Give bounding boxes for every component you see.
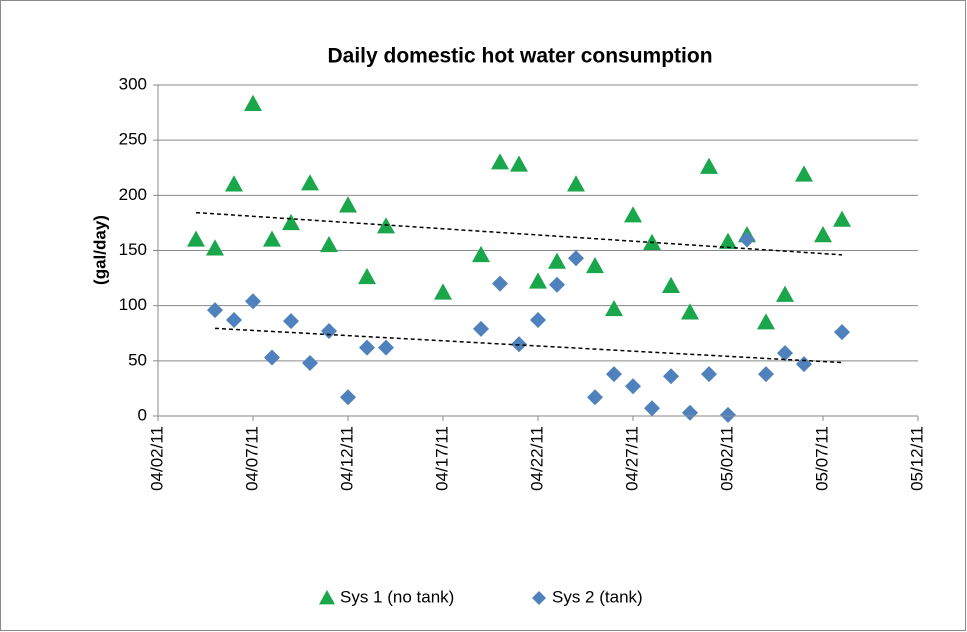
point [245,293,261,310]
point [358,267,376,285]
point [701,366,717,383]
y-tick-label: 150 [119,240,147,259]
point [568,250,584,267]
x-tick-label: 05/12/11 [907,426,926,491]
point [796,356,812,373]
point [206,239,224,256]
point [473,320,489,337]
point [587,389,603,406]
x-tick-label: 04/07/11 [242,426,261,491]
chart-title: Daily domestic hot water consumption [327,45,712,68]
point [225,175,243,192]
x-tick-label: 05/02/11 [717,426,736,491]
point [226,312,242,329]
point [720,406,736,423]
point [606,366,622,383]
point [339,196,357,213]
point [833,210,851,227]
point [301,174,319,191]
x-tick-label: 04/22/11 [527,426,546,491]
x-tick-label: 04/02/11 [147,426,166,491]
point [283,313,299,330]
point [263,230,281,247]
x-tick-label: 04/27/11 [622,426,641,491]
x-tick-label: 04/12/11 [337,426,356,491]
trendline [195,211,843,256]
legend-label: Sys 2 (tank) [552,587,643,606]
point [757,313,775,330]
point [814,226,832,243]
point [472,245,490,263]
point [682,404,698,421]
point [434,283,452,300]
point [492,275,508,292]
y-axis-label: (gal/day) [90,215,109,285]
point [244,94,262,111]
point [207,302,223,319]
point [624,206,642,223]
point [187,230,205,247]
point [302,355,318,372]
point [378,339,394,356]
point [644,400,660,417]
point [605,299,623,317]
point [510,155,528,172]
point [662,276,680,294]
point [321,323,337,340]
point [777,345,793,362]
legend-marker [319,590,335,605]
point [739,231,755,248]
point [700,157,718,174]
y-tick-label: 100 [119,295,147,314]
point [586,256,604,274]
y-tick-label: 50 [128,350,147,369]
point [834,324,850,341]
point [340,389,356,406]
legend-label: Sys 1 (no tank) [340,587,454,606]
point [758,366,774,383]
point [491,153,509,170]
point [548,252,566,269]
point [795,165,813,182]
point [663,368,679,385]
point [264,349,280,366]
x-tick-label: 05/07/11 [812,426,831,491]
point [719,232,737,249]
point [529,272,547,289]
point [282,213,300,231]
legend-marker [532,591,546,605]
point [320,235,338,253]
y-tick-label: 0 [138,405,147,424]
x-tick-label: 04/17/11 [432,426,451,491]
y-tick-label: 200 [119,185,147,204]
point [681,303,699,320]
point [776,285,794,302]
point [530,312,546,329]
point [625,378,641,395]
y-tick-label: 300 [119,74,147,93]
point [567,175,585,192]
point [359,339,375,356]
y-tick-label: 250 [119,130,147,149]
point [549,276,565,293]
